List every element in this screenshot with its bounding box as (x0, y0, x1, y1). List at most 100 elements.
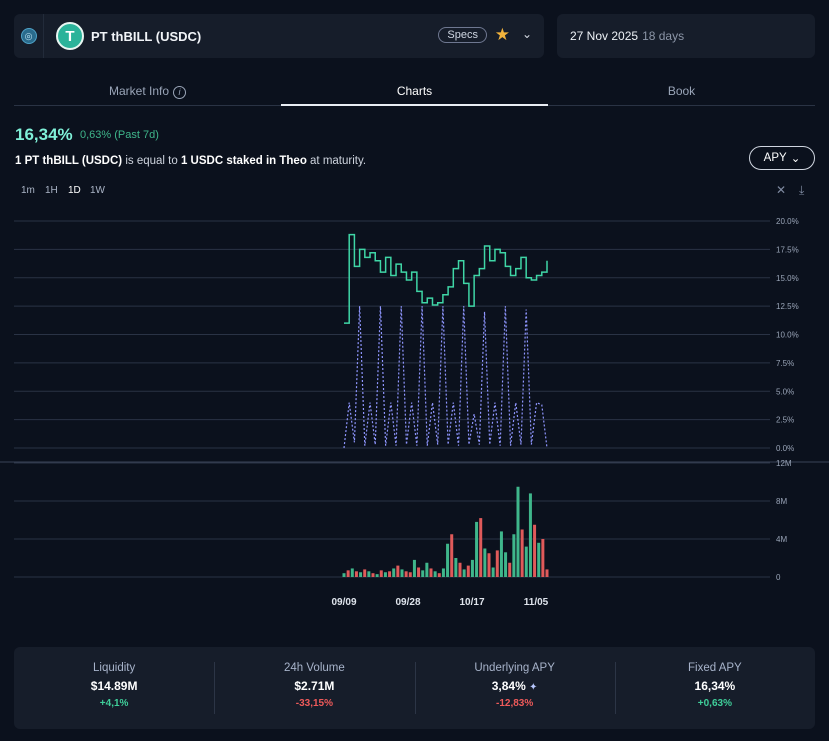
volume-bar (371, 573, 375, 577)
stat-underlying-apy: Underlying APY 3,84% ✦ -12,83% (414, 647, 615, 729)
volume-bar (375, 574, 379, 577)
fixed-apy-line (344, 233, 548, 324)
volume-bar (446, 543, 450, 577)
volume-bar (367, 571, 371, 577)
y-tick-label: 15.0% (776, 274, 799, 283)
volume-tick-label: 12M (776, 459, 792, 468)
volume-bar (346, 570, 350, 577)
y-tick-label: 0.0% (776, 444, 794, 453)
description: 1 PT thBILL (USDC) is equal to 1 USDC st… (15, 155, 367, 167)
y-tick-label: 7.5% (776, 359, 794, 368)
volume-bar (388, 571, 392, 577)
sparkle-icon: ✦ (529, 682, 538, 693)
stat-24h-volume: 24h Volume $2.71M -33,15% (214, 647, 414, 729)
volume-bar (483, 548, 487, 577)
timeframe-1w[interactable]: 1W (90, 185, 105, 196)
maturity-date: 27 Nov 2025 (570, 29, 639, 43)
volume-bar (425, 562, 429, 577)
volume-bar (350, 568, 354, 577)
volume-bar (433, 571, 437, 577)
volume-bar (533, 524, 537, 577)
days-left: 18 days (642, 29, 685, 43)
tools-icon[interactable]: ✕ (776, 183, 787, 197)
timeframe-1m[interactable]: 1m (21, 185, 35, 196)
volume-bar (541, 539, 545, 577)
x-tick-label: 11/05 (524, 597, 549, 608)
volume-bar (400, 569, 404, 577)
volume-bar (470, 559, 474, 577)
x-tick-label: 09/09 (331, 597, 356, 608)
tab-charts[interactable]: Charts (281, 78, 548, 106)
volume-bar (475, 521, 479, 577)
star-icon[interactable]: ★ (494, 25, 510, 44)
volume-bar (487, 553, 491, 577)
volume-bar (396, 565, 400, 577)
tab-bar: Market Info i Charts Book (14, 78, 815, 106)
x-tick-label: 09/28 (395, 597, 420, 608)
volume-bar (508, 562, 512, 577)
token-name: PT thBILL (USDC) (91, 28, 202, 44)
volume-tick-label: 0 (776, 573, 781, 582)
y-tick-label: 17.5% (776, 245, 799, 254)
volume-bar (458, 562, 462, 577)
volume-bar (528, 493, 532, 577)
maturity-box: 27 Nov 2025 18 days (557, 14, 815, 58)
volume-bar (454, 558, 458, 577)
token-logo-icon: T (56, 22, 84, 50)
volume-bar (437, 573, 441, 577)
specs-button[interactable]: Specs (438, 27, 487, 43)
chevron-down-icon[interactable]: ⌄ (521, 27, 532, 41)
volume-bar (379, 570, 383, 577)
x-tick-label: 10/17 (459, 597, 484, 608)
stat-liquidity: Liquidity $14.89M +4,1% (90, 662, 138, 709)
volume-bar (421, 570, 425, 577)
y-tick-label: 20.0% (776, 217, 799, 226)
volume-bar (495, 550, 499, 577)
stat-fixed-apy: Fixed APY 16,34% +0,63% (614, 647, 815, 729)
volume-bar (412, 559, 416, 577)
volume-bar (417, 567, 421, 577)
volume-bar (491, 567, 495, 577)
apy-volume-chart: 20.0% 17.5% 15.0% 12.5% 10.0% 7.5% 5.0% 2.5% 0.0… (0, 217, 829, 608)
fixed-apy-value: 16,34% (15, 125, 73, 144)
network-selector[interactable]: ◎ (14, 14, 44, 58)
volume-bar (466, 565, 470, 577)
tab-market-info[interactable]: Market Info i (14, 78, 281, 105)
y-tick-label: 10.0% (776, 331, 799, 340)
timeframe-1d[interactable]: 1D (68, 185, 81, 196)
volume-bar (441, 568, 445, 577)
network-icon: ◎ (20, 28, 37, 44)
market-selector[interactable]: ◎ T PT thBILL (USDC) Specs ★ ⌄ (14, 14, 544, 58)
download-icon[interactable]: ⤓ (799, 183, 805, 197)
volume-bar (383, 572, 387, 577)
volume-bar (359, 572, 363, 577)
volume-tick-label: 4M (776, 535, 787, 544)
volume-bar (516, 486, 520, 577)
volume-bar (512, 534, 516, 577)
volume-bar (545, 569, 549, 577)
volume-bar (450, 534, 454, 577)
volume-bar (504, 552, 508, 577)
volume-bar (392, 568, 396, 577)
volume-bar (363, 569, 367, 577)
timeframe-1h[interactable]: 1H (45, 185, 58, 196)
volume-bar (537, 542, 541, 577)
tab-book[interactable]: Book (667, 84, 696, 98)
volume-bar (520, 529, 524, 577)
volume-bar (429, 568, 433, 577)
volume-bar (524, 546, 528, 577)
y-tick-label: 12.5% (776, 302, 799, 311)
volume-bar (479, 518, 483, 577)
volume-bar (499, 531, 503, 577)
info-icon[interactable]: i (173, 86, 187, 99)
y-tick-label: 5.0% (776, 387, 794, 396)
volume-bar (404, 571, 408, 577)
y-tick-label: 2.5% (776, 416, 794, 425)
volume-bar (342, 573, 346, 577)
chevron-down-icon: ⌄ (790, 153, 801, 165)
underlying-apy-line (343, 306, 548, 449)
apy-change: 0,63% (Past 7d) (80, 129, 159, 141)
volume-bar (408, 572, 412, 577)
volume-tick-label: 8M (776, 497, 787, 506)
apy-toggle-button[interactable]: APY ⌄ (749, 146, 815, 170)
